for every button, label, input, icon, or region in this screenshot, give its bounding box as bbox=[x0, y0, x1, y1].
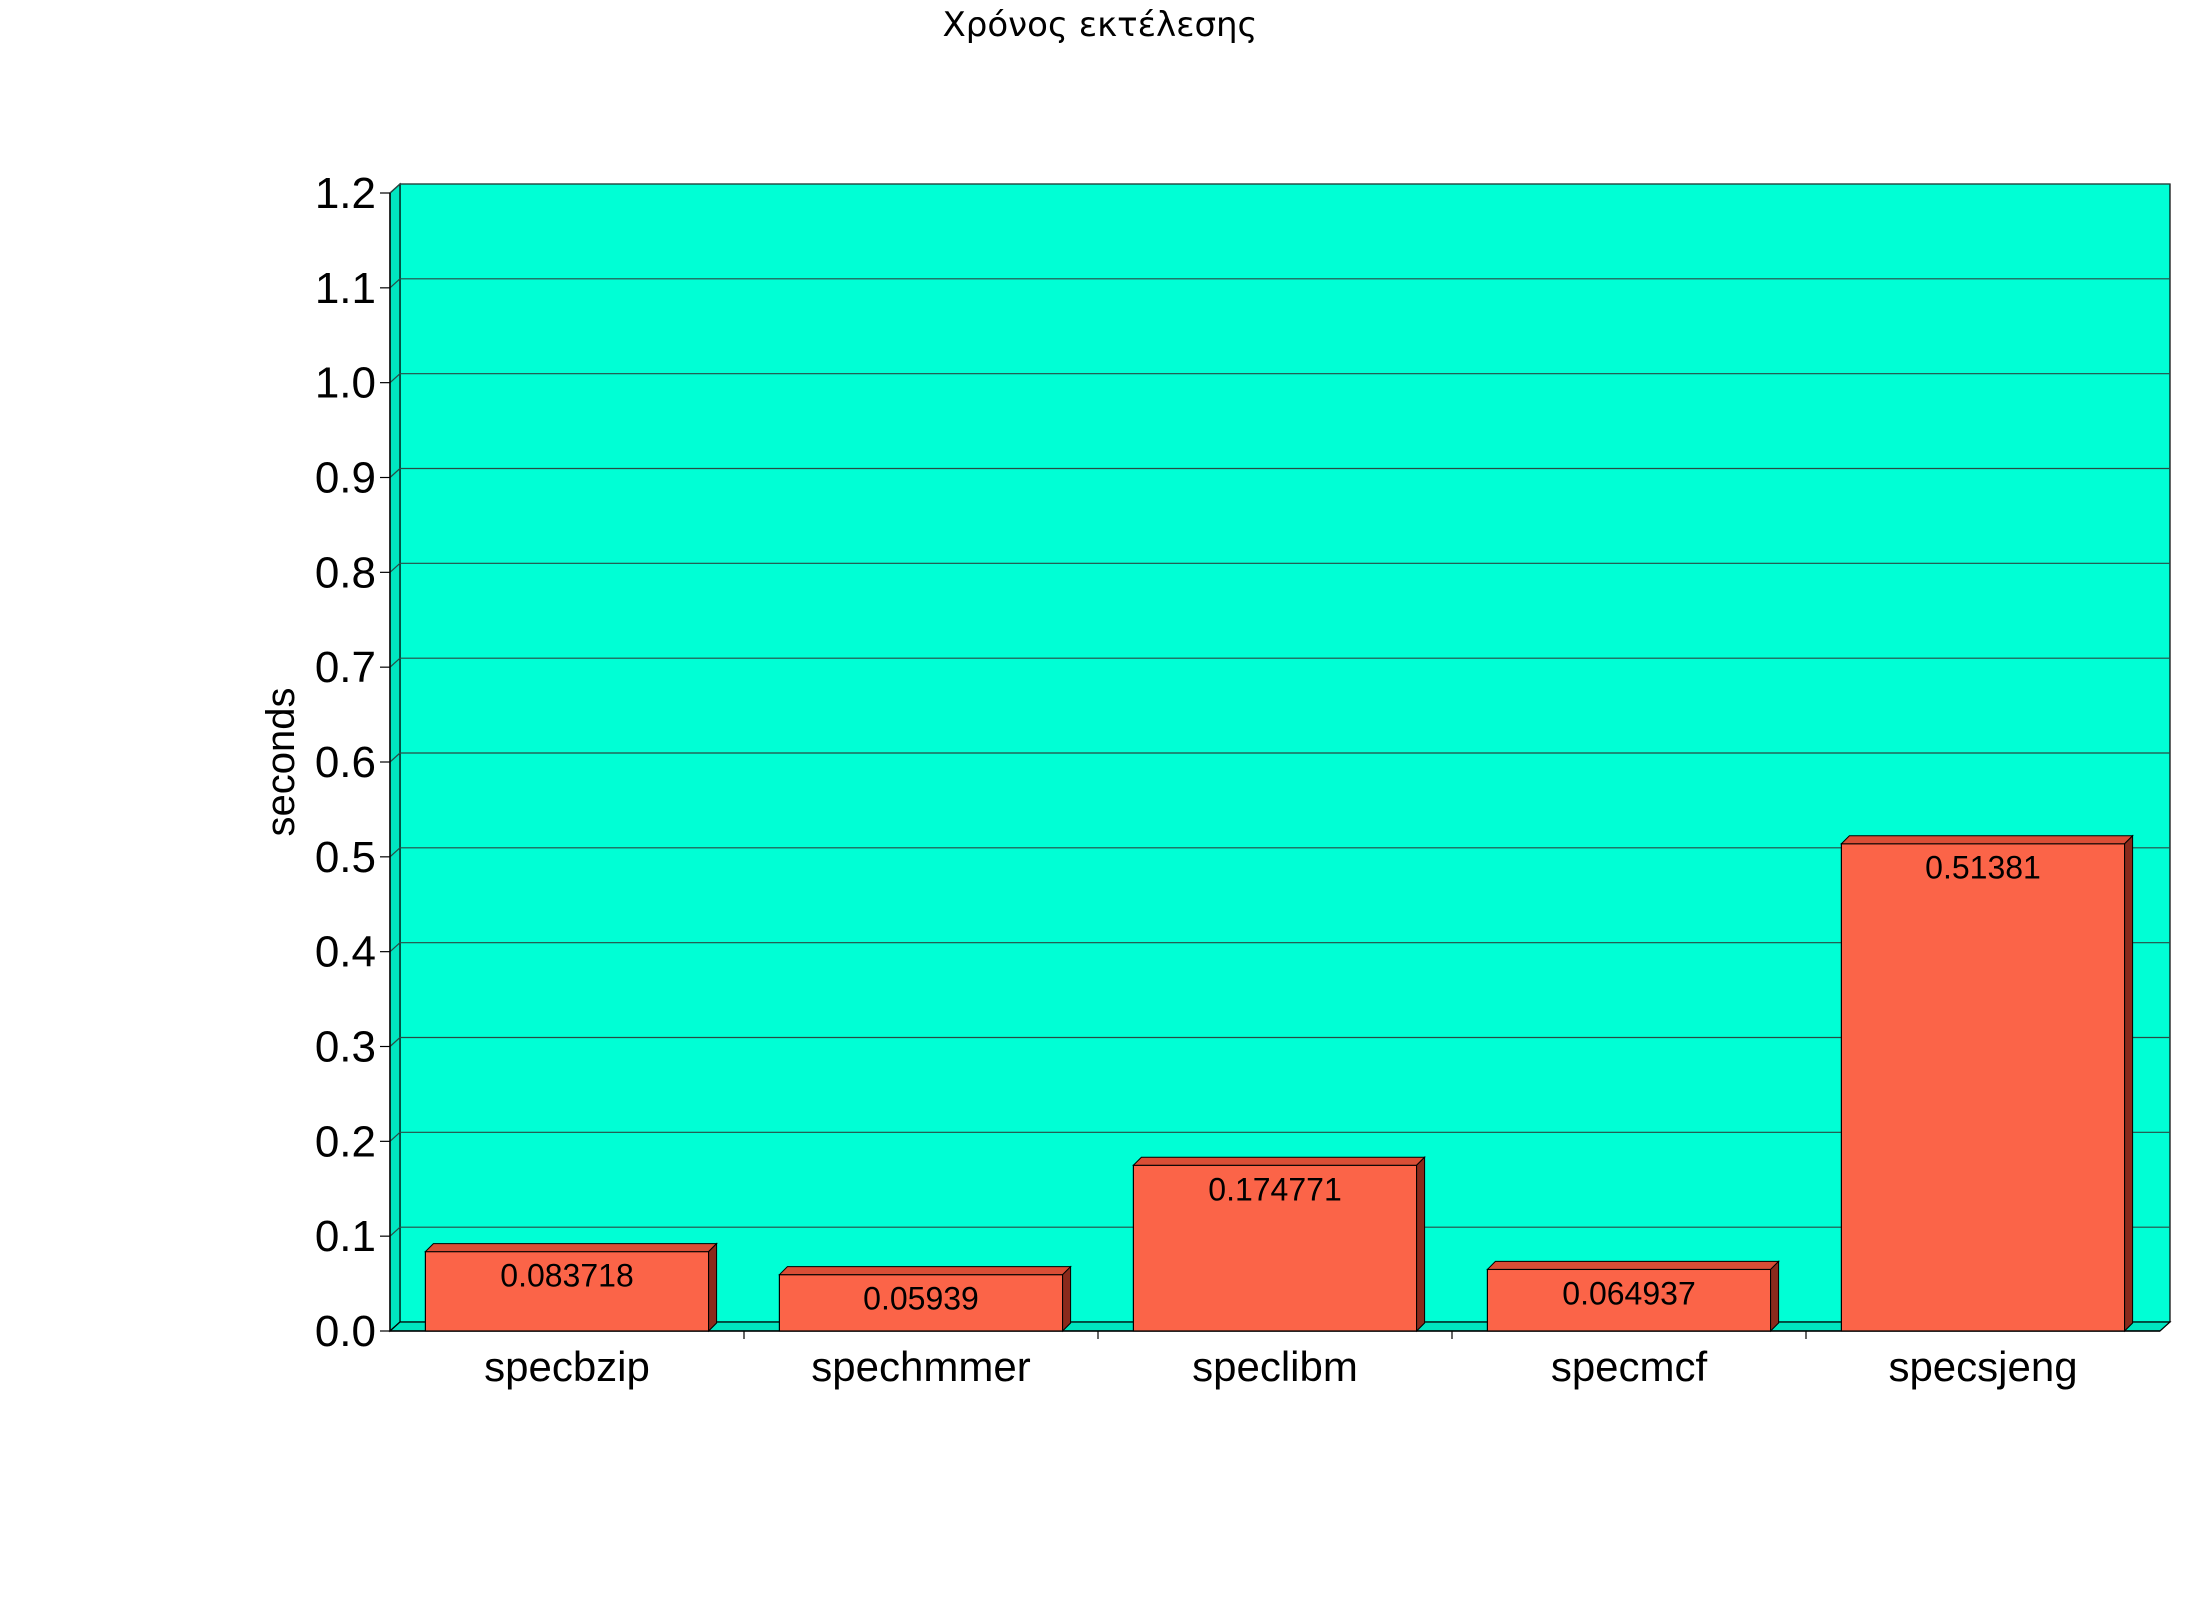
gridline-side bbox=[389, 468, 401, 478]
gridline-side bbox=[389, 1131, 401, 1142]
gridline-side bbox=[389, 278, 401, 289]
bar-side-speclibm bbox=[1416, 1156, 1426, 1333]
y-tick-label: 1.1 bbox=[315, 264, 376, 313]
gridline-side bbox=[389, 752, 401, 763]
y-tick-label: 0.1 bbox=[315, 1212, 376, 1261]
y-tick-label: 1.2 bbox=[315, 169, 376, 218]
bar-side-specbzip bbox=[708, 1242, 718, 1333]
bar-speclibm bbox=[1132, 1164, 1418, 1332]
y-tick-label: 0.7 bbox=[315, 643, 376, 692]
y-tick-label: 0.2 bbox=[315, 1117, 376, 1166]
bar-top-specmcf bbox=[1486, 1260, 1780, 1270]
y-tick-label: 0.4 bbox=[315, 928, 376, 977]
y-tick-label: 0.6 bbox=[315, 738, 376, 787]
bar-side-specmcf bbox=[1770, 1260, 1780, 1333]
gridline-side bbox=[389, 183, 401, 194]
x-tick-label: specsjeng bbox=[1888, 1343, 2077, 1390]
data-label: 0.064937 bbox=[1562, 1275, 1695, 1311]
bar-side-spechmmer bbox=[1062, 1265, 1072, 1333]
data-label: 0.174771 bbox=[1208, 1171, 1341, 1207]
gridline-side bbox=[389, 1226, 401, 1237]
bar-top-specsjeng bbox=[1840, 835, 2134, 845]
y-tick-label: 0.3 bbox=[315, 1023, 376, 1072]
y-tick-label: 0.8 bbox=[315, 548, 376, 597]
y-axis-label: seconds bbox=[259, 688, 303, 837]
bar-spechmmer bbox=[778, 1274, 1064, 1332]
x-tick-label: specbzip bbox=[484, 1343, 650, 1390]
bar-specbzip bbox=[424, 1251, 710, 1332]
gridline-side bbox=[389, 942, 401, 953]
data-label: 0.083718 bbox=[500, 1258, 633, 1294]
gridline-side bbox=[389, 562, 401, 573]
data-label: 0.05939 bbox=[863, 1281, 979, 1317]
y-tick-label: 1.0 bbox=[315, 359, 376, 408]
bar-side-specsjeng bbox=[2124, 834, 2134, 1333]
bar-top-specbzip bbox=[424, 1243, 718, 1253]
y-tick-label: 0.9 bbox=[315, 454, 376, 503]
bar-top-speclibm bbox=[1132, 1156, 1426, 1166]
gridline-side bbox=[389, 1037, 401, 1047]
plot-area: 0.0 0.1 0.2 0.3 0.4 0.5 0.6 0.7 0.8 0.9 1.0 1.1 1.2 0… bbox=[315, 169, 2172, 1390]
y-tick-label: 0.0 bbox=[315, 1307, 376, 1356]
y-tick-label: 0.5 bbox=[315, 833, 376, 882]
x-tick-label: spechmmer bbox=[811, 1343, 1030, 1390]
x-tick-label: speclibm bbox=[1192, 1343, 1358, 1390]
chart-title: Χρόνος εκτέλεσης bbox=[942, 5, 1257, 45]
bar-top-spechmmer bbox=[778, 1266, 1072, 1276]
gridline-side bbox=[389, 847, 401, 858]
bar-specsjeng bbox=[1840, 843, 2126, 1332]
data-label: 0.51381 bbox=[1925, 850, 2041, 886]
bar-specmcf bbox=[1486, 1268, 1772, 1332]
gridline-side bbox=[389, 373, 401, 384]
gridline-side bbox=[389, 657, 401, 668]
x-tick-label: specmcf bbox=[1551, 1343, 1708, 1390]
